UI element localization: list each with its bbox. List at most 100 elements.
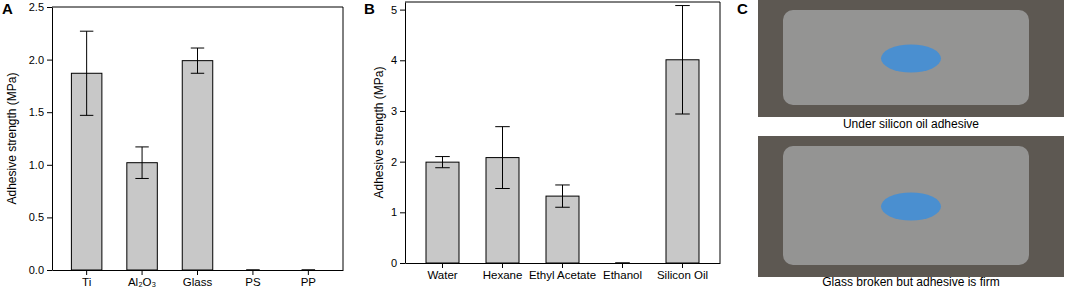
y-tick-mark <box>400 111 405 112</box>
error-bar <box>80 31 93 115</box>
y-axis-line <box>52 8 53 271</box>
x-tick-label: Hexane <box>483 269 523 281</box>
panel: 0.0 0.5 1.0 1.5 2.0 2.5 Ti Al₂O₃ Glass PS PP Adhesi… <box>2 0 344 288</box>
x-tick-label: Water <box>427 269 457 281</box>
y-tick-label: 0.0 <box>29 264 44 276</box>
y-tick: 0 <box>391 257 405 269</box>
x-tick: Glass <box>183 270 213 288</box>
error-bar-stem <box>197 48 198 73</box>
x-tick-mark <box>197 270 198 275</box>
panel-label: A <box>2 0 13 17</box>
photo-panel: CUnder silicon oil adhesiveGlass broken … <box>737 0 1064 289</box>
frame-right <box>343 7 344 270</box>
y-tick: 4 <box>391 54 405 66</box>
y-tick-mark <box>400 263 405 264</box>
error-bar <box>675 6 690 114</box>
panel-label: B <box>364 0 375 17</box>
error-bar-cap <box>675 114 690 115</box>
x-axis: Water Hexane Ethyl Acetate Ethanol Silicon O… <box>406 263 721 281</box>
y-tick-label: 0 <box>391 257 397 269</box>
x-tick: Al₂O₃ <box>128 270 157 288</box>
x-tick-label: Ethanol <box>603 269 642 281</box>
error-bar-cap <box>615 263 630 264</box>
error-bar <box>246 270 259 271</box>
y-tick: 0.5 <box>29 211 52 223</box>
x-tick: Ethanol <box>603 263 642 281</box>
y-tick-mark <box>47 217 52 218</box>
y-axis: 0.0 0.5 1.0 1.5 2.0 2.5 <box>29 1 53 276</box>
bar <box>426 162 459 263</box>
bar <box>182 61 212 270</box>
error-bar-cap <box>435 167 450 168</box>
y-tick-label: 2.0 <box>29 54 44 66</box>
frame-top <box>52 7 343 8</box>
error-bar-stem <box>682 6 683 114</box>
x-axis: Ti Al₂O₃ Glass PS PP <box>53 270 344 288</box>
y-tick: 3 <box>391 105 405 117</box>
error-bar-cap <box>246 270 259 271</box>
y-tick-mark <box>400 162 405 163</box>
x-tick-label: Ethyl Acetate <box>529 269 596 281</box>
y-tick-mark <box>400 212 405 213</box>
y-tick: 2.5 <box>29 1 52 13</box>
y-tick-mark <box>47 7 52 8</box>
x-tick-mark <box>562 263 563 268</box>
y-tick: 1.5 <box>29 106 52 118</box>
plot-marks <box>71 31 315 270</box>
photo <box>758 136 1064 277</box>
y-tick-label: 1 <box>391 206 397 218</box>
y-tick: 1 <box>391 206 405 218</box>
error-bar-cap <box>80 115 93 116</box>
x-tick-label: Silicon Oil <box>657 269 708 281</box>
x-tick-mark <box>622 263 623 268</box>
x-tick: Hexane <box>483 263 523 281</box>
y-axis-title: Adhesive strength (MPa) <box>5 72 19 204</box>
frame-top <box>405 2 720 3</box>
error-bar-cap <box>246 270 259 271</box>
error-bar-cap <box>495 126 510 127</box>
y-tick-mark <box>47 165 52 166</box>
error-bar <box>435 157 450 168</box>
y-tick: 0.0 <box>29 264 52 276</box>
error-bar <box>135 147 148 179</box>
error-bar-cap <box>675 5 690 6</box>
y-tick: 5 <box>391 4 405 16</box>
y-tick-mark <box>400 60 405 61</box>
y-axis: 0 1 2 3 4 5 <box>391 3 406 270</box>
x-tick-mark <box>252 270 253 275</box>
error-bar <box>615 263 630 264</box>
x-tick-mark <box>86 270 87 275</box>
error-bar-cap <box>80 31 93 32</box>
error-bar-cap <box>135 146 148 147</box>
bar <box>293 270 323 271</box>
error-bar <box>302 270 315 271</box>
y-tick: 1.0 <box>29 159 52 171</box>
y-tick: 2 <box>391 156 405 168</box>
error-bar-stem <box>562 185 563 207</box>
error-bar-cap <box>555 184 570 185</box>
x-tick: Ti <box>82 270 91 288</box>
error-bar-stem <box>142 147 143 179</box>
bar <box>127 163 157 270</box>
error-bar-stem <box>86 31 87 115</box>
x-tick: PS <box>245 270 261 288</box>
error-bar <box>191 48 204 73</box>
x-tick-label: Ti <box>82 276 91 288</box>
x-tick: PP <box>301 270 317 288</box>
x-tick-label: Al₂O₃ <box>128 276 157 288</box>
error-bar-stem <box>502 127 503 189</box>
error-bar-cap <box>302 270 315 271</box>
y-tick-label: 5 <box>391 4 397 16</box>
photo-caption: Glass broken but adhesive is firm <box>822 275 999 289</box>
bar <box>606 263 639 264</box>
error-bar-cap <box>495 188 510 189</box>
error-bar <box>495 127 510 189</box>
x-tick: Ethyl Acetate <box>529 263 596 281</box>
photo-adhesive <box>881 45 941 73</box>
panel-label: C <box>737 0 748 17</box>
plot-marks <box>426 6 699 263</box>
figure: 0.0 0.5 1.0 1.5 2.0 2.5 Ti Al₂O₃ Glass PS PP Adhesi… <box>0 0 1072 291</box>
error-bar-cap <box>555 207 570 208</box>
error-bar-cap <box>302 270 315 271</box>
photo-dish <box>783 10 1029 105</box>
